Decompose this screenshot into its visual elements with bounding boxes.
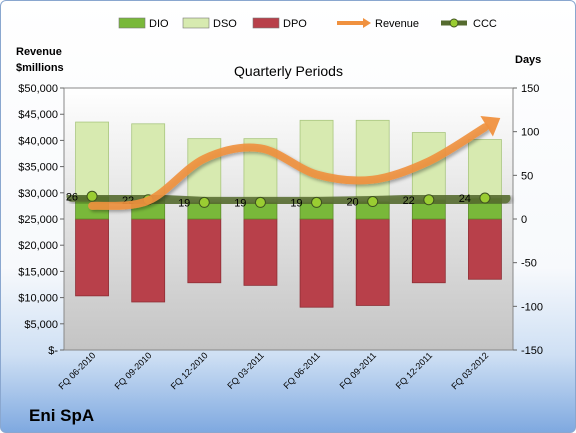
ccc-line (66, 190, 511, 208)
left-tick-label: $5,000 (24, 319, 58, 331)
legend-label: DIO (149, 18, 169, 30)
x-tick-label: FQ 12-2011 (394, 350, 435, 391)
left-tick-label: $35,000 (18, 162, 58, 174)
ccc-marker (198, 196, 210, 208)
x-tick-label: FQ 06-2010 (56, 350, 97, 391)
left-tick-label: $- (48, 345, 58, 357)
legend-swatch-dio (118, 17, 146, 29)
legend-swatch-ccc-marker (449, 18, 459, 28)
bar-dpo (299, 218, 334, 308)
right-tick-label: -100 (521, 301, 543, 313)
right-tick-label: 50 (521, 170, 533, 182)
left-axis-title: Revenue (16, 46, 62, 58)
bar-dpo (243, 218, 278, 286)
ccc-data-label: 20 (346, 197, 358, 209)
ccc-marker (254, 196, 266, 208)
bar-dso (355, 119, 390, 202)
x-tick-label: FQ 06-2011 (281, 350, 322, 391)
ccc-data-label: 22 (403, 195, 415, 207)
legend-label: DPO (283, 18, 307, 30)
ccc-data-label: 24 (459, 193, 471, 205)
ccc-marker (479, 192, 491, 204)
ccc-marker (86, 190, 98, 202)
x-tick-label: FQ 09-2011 (338, 350, 379, 391)
legend-swatch-dso (182, 17, 210, 29)
right-tick-label: -150 (521, 345, 543, 357)
bar-dso (131, 123, 166, 201)
bar-dso (75, 121, 109, 197)
right-axis-title: Days (515, 54, 541, 66)
ccc-data-label: 26 (66, 191, 78, 203)
legend-swatch-revenue-arrow (363, 18, 371, 28)
bar-dpo (187, 218, 222, 284)
left-axis-title: $millions (16, 62, 64, 74)
legend-label: CCC (473, 18, 497, 30)
bar-dpo (411, 218, 446, 284)
legend-label: DSO (213, 18, 237, 30)
left-tick-label: $25,000 (18, 214, 58, 226)
right-tick-label: 0 (521, 214, 527, 226)
legend-swatch-dpo (252, 17, 280, 29)
legend-label: Revenue (375, 18, 419, 30)
right-tick-label: 100 (521, 127, 539, 139)
ccc-data-label: 19 (234, 197, 246, 209)
x-tick-label: FQ 03-2011 (225, 350, 266, 391)
revenue-arrowhead (480, 116, 501, 137)
bar-dso (299, 119, 334, 203)
ccc-data-label: 19 (178, 197, 190, 209)
left-tick-label: $30,000 (18, 188, 58, 200)
left-tick-label: $10,000 (18, 293, 58, 305)
left-tick-label: $15,000 (18, 266, 58, 278)
ccc-marker (423, 194, 435, 206)
ccc-marker (311, 196, 323, 208)
x-tick-label: FQ 09-2010 (113, 350, 154, 391)
bar-dpo (355, 218, 390, 306)
left-tick-label: $20,000 (18, 240, 58, 252)
ccc-marker (367, 196, 379, 208)
bar-dso (468, 139, 502, 199)
right-tick-label: -50 (521, 258, 537, 270)
left-tick-label: $50,000 (18, 83, 58, 95)
bar-dpo (468, 218, 502, 280)
bar-dpo (75, 218, 109, 297)
revenue-line (88, 123, 489, 210)
left-tick-label: $45,000 (18, 109, 58, 121)
left-tick-label: $40,000 (18, 135, 58, 147)
ccc-data-label: 19 (290, 197, 302, 209)
chart-title: Quarterly Periods (234, 63, 343, 79)
x-tick-label: FQ 12-2010 (169, 350, 210, 391)
bar-dpo (131, 218, 166, 303)
right-tick-label: 150 (521, 83, 539, 95)
x-tick-label: FQ 03-2012 (449, 350, 490, 391)
company-name: Eni SpA (29, 406, 95, 425)
